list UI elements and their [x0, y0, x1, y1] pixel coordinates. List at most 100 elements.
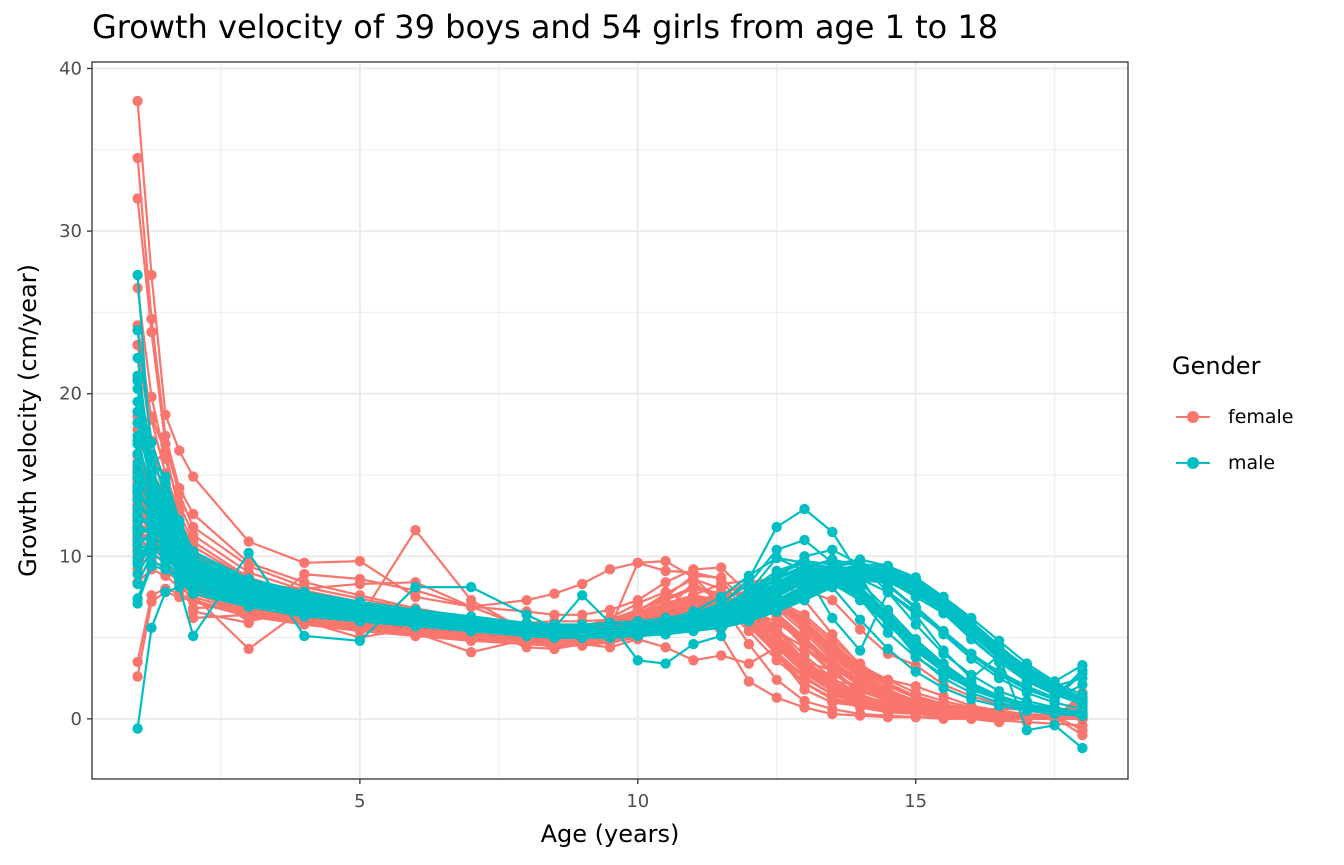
female-point [882, 700, 894, 711]
male-point [132, 396, 143, 407]
female-point [882, 692, 894, 703]
male-point [146, 508, 157, 520]
female-point [632, 557, 643, 568]
male-point [1049, 694, 1060, 705]
female-point [799, 677, 810, 689]
male-point [910, 645, 921, 656]
female-point [799, 612, 810, 624]
female-point [827, 637, 838, 648]
male-point [174, 538, 185, 549]
male-point [146, 525, 157, 536]
female-point [354, 555, 366, 567]
male-point [243, 547, 254, 559]
female-point [132, 152, 143, 164]
series-female [132, 95, 1088, 741]
male-point [146, 516, 157, 528]
female-point [966, 710, 977, 721]
male-point [632, 627, 643, 638]
male-point [854, 645, 866, 656]
male-point [716, 630, 727, 642]
male-point [966, 612, 977, 624]
male-point [966, 694, 977, 705]
male-point [188, 573, 199, 585]
female-point [827, 647, 838, 658]
male-point [146, 489, 157, 500]
male-point [160, 510, 171, 521]
male-point [938, 608, 949, 619]
female-point [799, 650, 810, 661]
female-point [604, 642, 616, 653]
female-point [854, 708, 866, 720]
female-point [465, 601, 477, 612]
female-point [188, 508, 199, 520]
male-point [1021, 661, 1032, 672]
male-point [1021, 725, 1032, 736]
male-point [465, 622, 477, 633]
male-point [1049, 707, 1060, 718]
female-point [854, 692, 866, 703]
minor-grid [92, 62, 1128, 779]
male-point [966, 621, 977, 632]
male-point [188, 630, 199, 642]
female-point [299, 568, 310, 580]
male-point [827, 612, 838, 624]
male-point [549, 629, 560, 640]
male-point [966, 673, 977, 684]
male-point [882, 627, 894, 638]
female-point [577, 578, 588, 590]
female-point [854, 669, 866, 681]
series-male [132, 269, 1088, 754]
legend-key-male [1172, 453, 1212, 473]
male-point [132, 460, 143, 471]
male-point [882, 580, 894, 591]
male-point [1077, 710, 1088, 721]
legend-label-male: male [1228, 452, 1276, 474]
female-point [771, 674, 782, 685]
male-point [966, 648, 977, 659]
female-point [604, 604, 616, 616]
male-point [882, 643, 894, 655]
male-point [938, 599, 949, 611]
series-layer [132, 95, 1088, 754]
female-point [688, 655, 699, 666]
female-point [243, 643, 254, 655]
female-point [174, 445, 185, 456]
male-point [938, 591, 949, 603]
y-tick-label: 10 [59, 546, 82, 567]
female-point [771, 632, 782, 643]
male-point [910, 581, 921, 593]
male-point [632, 655, 643, 666]
legend-key-female [1172, 407, 1212, 427]
female-point [771, 622, 782, 633]
male-point [910, 601, 921, 612]
female-point [299, 557, 310, 568]
male-point [521, 609, 532, 620]
male-point [1077, 689, 1088, 700]
male-point [743, 609, 755, 620]
male-point [1021, 682, 1032, 694]
female-point [771, 655, 782, 666]
male-point [132, 486, 143, 497]
y-tick-label: 0 [71, 709, 82, 730]
legend: Gender female male [1172, 352, 1294, 486]
female-point [132, 339, 143, 351]
female-point [716, 572, 727, 583]
male-point [771, 544, 782, 555]
female-point [771, 642, 782, 653]
male-point [132, 325, 143, 336]
female-point [410, 525, 421, 536]
male-point [410, 581, 421, 593]
female-point [660, 598, 671, 609]
y-tick-label: 40 [59, 59, 82, 80]
female-point [660, 565, 671, 577]
female-point [854, 624, 866, 635]
female-point [604, 564, 616, 575]
female-point [660, 642, 671, 653]
male-point [146, 549, 157, 560]
male-point [882, 619, 894, 630]
male-point [1077, 664, 1088, 676]
female-point [799, 634, 810, 645]
male-point [827, 544, 838, 555]
male-point [743, 570, 755, 581]
male-point [771, 598, 782, 609]
